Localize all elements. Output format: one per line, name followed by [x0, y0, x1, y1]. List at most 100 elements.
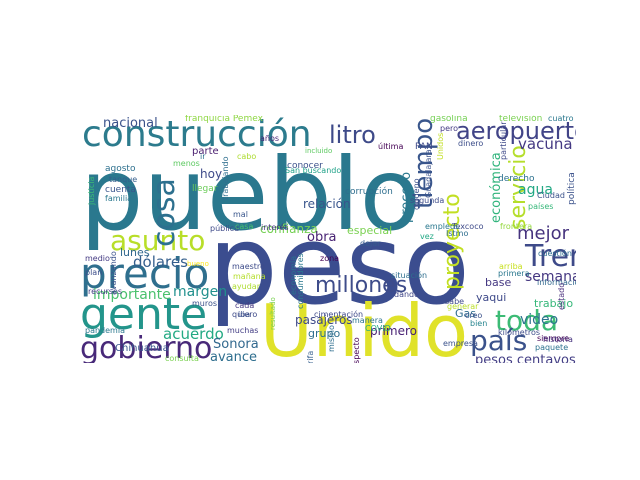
- word-21: dólares: [133, 253, 188, 271]
- word-58: llegar: [192, 184, 218, 194]
- word-96: manera: [352, 316, 383, 325]
- word-18: país: [470, 324, 528, 357]
- word-129: avanzando: [109, 251, 118, 295]
- word-120: Guadalajara: [424, 149, 433, 198]
- word-36: pesos centavos: [475, 353, 576, 363]
- word-1: pueblo: [80, 136, 421, 253]
- word-88: bueno: [187, 260, 209, 268]
- word-34: semana: [525, 269, 576, 285]
- word-73: mal: [233, 210, 248, 219]
- word-27: lunes: [120, 246, 150, 259]
- word-85: maestro: [232, 262, 265, 271]
- word-56: familia: [105, 194, 133, 203]
- word-102: primera: [498, 269, 530, 278]
- word-126: mismo: [327, 325, 336, 352]
- word-81: consulta: [165, 354, 199, 363]
- word-17: toda: [495, 304, 559, 337]
- word-67: justicia: [87, 176, 96, 205]
- word-116: años: [260, 134, 280, 143]
- word-60: cabo: [237, 152, 257, 161]
- word-97: COVID: [365, 324, 391, 333]
- word-114: iba: [238, 310, 251, 319]
- word-70: derecho: [498, 174, 535, 184]
- word-128: resultado: [269, 297, 277, 330]
- word-2: peso: [208, 201, 471, 329]
- word-121: particular: [499, 121, 508, 160]
- word-131: Unidos: [436, 132, 445, 160]
- word-68: conocer: [287, 161, 323, 171]
- word-113: generar: [447, 302, 479, 311]
- word-31: vacuna: [518, 135, 573, 153]
- word-54: tanque: [109, 175, 138, 184]
- word-51: televisión: [499, 115, 543, 124]
- word-10: litro: [329, 121, 376, 149]
- word-8: gobierno: [80, 331, 213, 364]
- word-99: frontera: [500, 222, 533, 231]
- word-66: política: [567, 172, 576, 205]
- word-50: gasolina: [430, 115, 468, 124]
- word-84: quiero: [232, 310, 258, 319]
- word-112: estado: [557, 282, 566, 310]
- word-115: muros: [192, 299, 218, 308]
- word-127: respecto: [352, 337, 361, 363]
- word-43: parte: [192, 146, 219, 157]
- word-23: margen: [173, 284, 228, 300]
- word-110: siempre: [537, 334, 570, 343]
- word-123: consumidores: [296, 253, 305, 309]
- word-82: muchas: [227, 326, 259, 335]
- word-49: franquicia Pemex: [185, 115, 263, 124]
- word-7: asunto: [110, 224, 206, 257]
- word-103: información: [537, 278, 576, 287]
- word-90: dejar: [360, 239, 381, 248]
- word-91: Texcoco: [452, 222, 484, 231]
- word-89: zona: [320, 254, 340, 263]
- word-108: kilómetros: [498, 328, 540, 337]
- word-33: económica: [489, 152, 504, 223]
- word-77: plan: [85, 268, 103, 277]
- word-15: millones: [315, 273, 408, 298]
- word-71: Ciudad: [537, 191, 565, 200]
- word-24: acuerdo: [163, 325, 224, 343]
- word-104: sabe: [445, 297, 465, 306]
- word-92: Istmo: [446, 229, 469, 238]
- word-47: yaqui: [476, 291, 507, 304]
- word-105: creo: [465, 311, 483, 320]
- word-74: pública: [210, 224, 239, 233]
- word-118: oxígeno: [412, 178, 421, 210]
- word-62: incluido: [305, 147, 333, 155]
- word-22: importante: [93, 287, 171, 303]
- word-19: mejor: [517, 223, 570, 244]
- word-55: cuenta: [105, 185, 136, 195]
- word-48: grupo: [308, 327, 341, 340]
- word-78: recursos: [88, 287, 123, 296]
- word-6: precio: [80, 249, 210, 298]
- word-80: Chihuahua: [115, 343, 169, 354]
- word-5: gente: [80, 289, 208, 340]
- word-111: historia: [543, 335, 573, 344]
- word-53: agosto: [105, 164, 136, 174]
- word-20: nacional: [103, 116, 158, 131]
- word-cloud: pueblo peso Unido construcción gente precio as…: [80, 115, 576, 363]
- word-46: base: [485, 276, 512, 289]
- word-42: hoy: [200, 167, 223, 181]
- word-38: primero: [370, 324, 417, 338]
- word-29: relación: [303, 197, 351, 211]
- word-16: Tren: [525, 239, 576, 274]
- word-37: pasajeros: [295, 313, 353, 327]
- word-106: bien: [470, 319, 488, 328]
- word-117: trabajando: [221, 156, 230, 200]
- word-59: ir: [200, 152, 206, 161]
- word-69: corrupción: [345, 187, 393, 197]
- word-63: última: [378, 142, 404, 151]
- word-94: dando: [394, 290, 420, 299]
- word-107: empresa: [443, 339, 478, 348]
- word-95: cimentación: [314, 310, 364, 319]
- word-41: especial: [347, 224, 393, 237]
- word-76: medio: [85, 254, 110, 263]
- word-52: cuatro: [548, 115, 574, 123]
- word-40: obra: [307, 230, 337, 245]
- word-35: video: [520, 312, 559, 328]
- word-132: pero: [440, 124, 459, 133]
- word-72: países: [528, 202, 554, 211]
